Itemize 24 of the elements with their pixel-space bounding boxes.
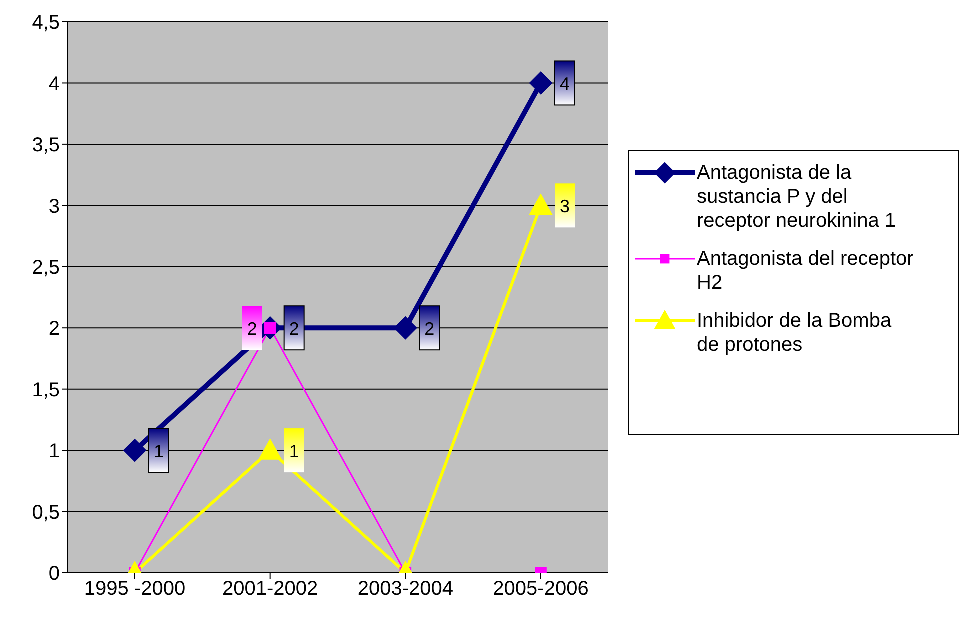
data-label: 2 — [289, 319, 300, 340]
data-label: 1 — [154, 442, 164, 462]
x-tick-label: 1995 -2000 — [84, 578, 186, 600]
data-label: 1 — [289, 442, 300, 462]
y-tick-label: 0,5 — [32, 502, 60, 524]
y-tick-label: 1,5 — [32, 379, 60, 402]
x-tick-label: 2001-2002 — [222, 578, 318, 600]
y-tick-label: 2,5 — [32, 256, 60, 279]
legend-label: Inhibidor de la Bomba de protones — [697, 309, 893, 357]
y-tick-label: 1 — [48, 440, 60, 463]
y-tick-label: 0 — [48, 563, 60, 586]
data-label: 4 — [560, 74, 570, 94]
x-tick-label: 2005-2006 — [493, 578, 589, 600]
data-label: 2 — [424, 319, 435, 340]
y-tick-label: 4 — [48, 73, 60, 96]
legend-label: Antagonista de la sustancia P y del receptor neurokinina 1 — [697, 161, 898, 233]
y-tick-label: 3,5 — [32, 134, 60, 157]
y-tick-label: 2 — [48, 318, 60, 340]
data-label: 2 — [247, 319, 258, 340]
y-tick-label: 4,5 — [32, 12, 60, 34]
x-tick-label: 2003-2004 — [358, 578, 454, 600]
data-label: 3 — [560, 196, 570, 217]
legend-label: Antagonista del receptor H2 — [697, 247, 915, 295]
y-tick-label: 3 — [48, 196, 60, 218]
